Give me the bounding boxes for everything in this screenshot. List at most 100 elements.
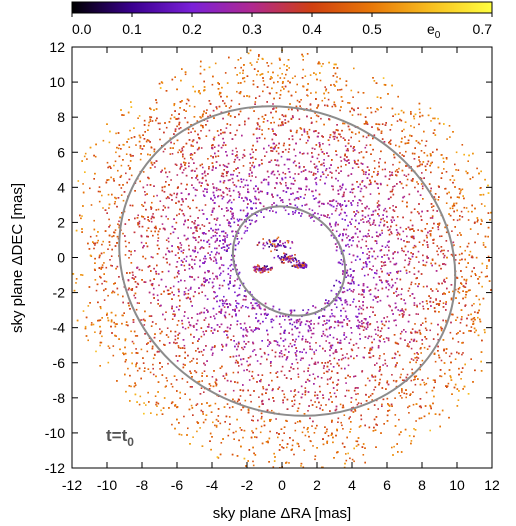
scatter-point — [342, 357, 345, 360]
scatter-point — [401, 379, 404, 381]
scatter-point — [284, 209, 287, 212]
scatter-point — [122, 199, 125, 202]
scatter-point — [163, 227, 166, 230]
scatter-point — [456, 316, 459, 319]
scatter-point — [125, 153, 128, 155]
scatter-point — [304, 393, 307, 396]
scatter-point — [347, 102, 349, 104]
scatter-point — [237, 232, 240, 234]
scatter-point — [216, 239, 218, 242]
scatter-point — [90, 322, 93, 324]
scatter-point — [258, 396, 260, 398]
scatter-point — [253, 165, 256, 168]
scatter-point — [349, 457, 351, 460]
scatter-point — [150, 116, 153, 118]
scatter-point — [75, 282, 77, 284]
scatter-point — [125, 324, 128, 326]
scatter-point — [303, 128, 306, 130]
scatter-point — [159, 328, 161, 330]
scatter-point — [238, 241, 240, 243]
scatter-point — [214, 62, 217, 65]
scatter-point — [364, 146, 367, 149]
scatter-point — [340, 160, 343, 162]
scatter-point — [305, 142, 308, 144]
scatter-point — [421, 139, 423, 142]
scatter-point — [307, 431, 309, 433]
scatter-point — [251, 175, 253, 177]
scatter-point — [295, 358, 298, 361]
scatter-point — [354, 133, 357, 135]
scatter-point — [396, 272, 399, 274]
scatter-point — [337, 320, 339, 322]
scatter-point — [200, 130, 202, 132]
scatter-point — [460, 378, 462, 380]
scatter-point — [93, 247, 95, 250]
scatter-point — [313, 323, 315, 325]
scatter-point — [254, 101, 257, 103]
scatter-point — [217, 188, 220, 191]
scatter-point — [214, 424, 216, 427]
scatter-point — [202, 354, 204, 356]
scatter-point — [228, 416, 231, 418]
scatter-point — [187, 317, 189, 319]
scatter-point — [113, 321, 115, 324]
scatter-point — [383, 353, 385, 355]
scatter-point — [447, 382, 450, 385]
scatter-point — [386, 254, 389, 256]
scatter-point — [246, 214, 249, 217]
scatter-point — [150, 230, 153, 233]
scatter-point — [69, 261, 71, 263]
scatter-point — [103, 262, 105, 264]
scatter-point — [117, 169, 119, 172]
scatter-point — [317, 170, 319, 173]
scatter-point — [244, 225, 247, 228]
scatter-point — [417, 183, 419, 185]
scatter-point — [333, 83, 335, 86]
scatter-point — [199, 65, 202, 68]
scatter-point — [193, 232, 195, 234]
scatter-point — [343, 332, 346, 334]
scatter-point — [255, 313, 258, 315]
scatter-point — [251, 419, 253, 421]
scatter-point — [159, 228, 161, 230]
scatter-point — [244, 399, 247, 402]
scatter-point — [297, 391, 300, 393]
scatter-point — [328, 143, 331, 146]
scatter-point — [345, 382, 347, 384]
scatter-point — [226, 236, 228, 238]
scatter-point — [184, 327, 187, 330]
scatter-point — [498, 278, 500, 280]
scatter-point — [171, 385, 174, 388]
scatter-point — [195, 167, 198, 170]
scatter-point — [223, 215, 225, 217]
scatter-point — [477, 316, 479, 319]
scatter-point — [194, 246, 197, 248]
scatter-point — [395, 324, 397, 327]
scatter-point — [341, 303, 343, 306]
scatter-point — [407, 290, 410, 292]
scatter-point — [446, 386, 448, 388]
scatter-point — [160, 409, 162, 412]
scatter-point — [285, 182, 287, 184]
scatter-point — [194, 237, 197, 239]
scatter-point — [192, 232, 194, 235]
scatter-point — [315, 197, 317, 199]
scatter-point — [143, 402, 145, 404]
scatter-point — [380, 106, 382, 109]
scatter-point — [161, 82, 164, 84]
scatter-point — [457, 341, 460, 343]
scatter-point — [439, 375, 441, 377]
scatter-point — [413, 428, 415, 430]
scatter-point — [402, 368, 404, 370]
scatter-point — [165, 215, 167, 218]
scatter-point — [451, 230, 453, 232]
scatter-point — [288, 462, 290, 464]
scatter-point — [397, 343, 400, 345]
scatter-point — [327, 91, 330, 94]
scatter-point — [472, 317, 475, 320]
scatter-point — [331, 105, 334, 108]
scatter-point — [396, 169, 398, 171]
scatter-point — [298, 188, 301, 190]
scatter-point — [267, 65, 270, 67]
scatter-point — [374, 110, 377, 113]
